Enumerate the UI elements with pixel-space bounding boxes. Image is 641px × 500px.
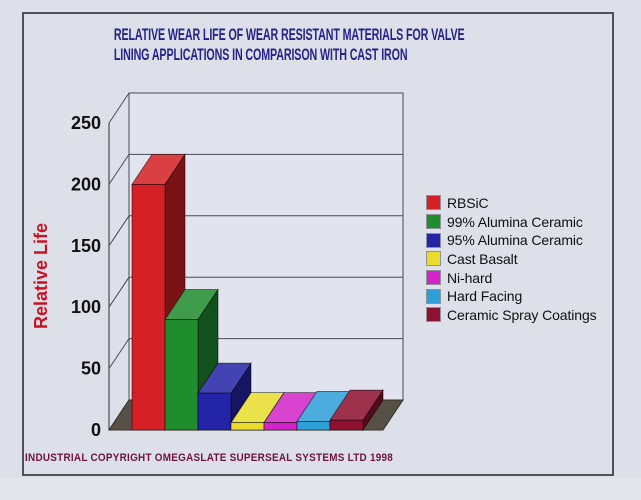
chart-title: RELATIVE WEAR LIFE OF WEAR RESISTANT MAT…	[113, 25, 465, 65]
y-tick-label-150: 150	[71, 236, 101, 256]
legend-item-99-alumina-ceramic: 99% Alumina Ceramic	[426, 213, 597, 230]
side-wall-tick-100	[108, 276, 130, 308]
legend-label: Ni-hard	[447, 269, 493, 286]
y-tick-label-100: 100	[71, 297, 101, 317]
legend-label: Cast Basalt	[447, 250, 518, 267]
legend-label: Hard Facing	[447, 288, 523, 305]
y-tick-label-50: 50	[81, 359, 101, 379]
bar-front-face	[131, 183, 166, 431]
legend-item-cast-basalt: Cast Basalt	[426, 250, 597, 267]
side-wall-tick-250	[108, 92, 130, 124]
legend-swatch	[426, 307, 441, 323]
legend-swatch	[426, 288, 441, 304]
legend-label: 99% Alumina Ceramic	[447, 213, 583, 230]
side-wall-tick-150	[108, 215, 130, 247]
y-tick-label-0: 0	[91, 420, 101, 440]
chart-title-line1: RELATIVE WEAR LIFE OF WEAR RESISTANT MAT…	[113, 25, 465, 44]
scan-page-margin	[0, 478, 641, 500]
legend-swatch	[426, 214, 441, 230]
legend-swatch	[426, 232, 441, 248]
side-wall-tick-200	[108, 154, 130, 185]
side-wall-tick-50	[108, 338, 130, 369]
legend-label: Ceramic Spray Coatings	[447, 306, 597, 323]
chart-title-line2: LINING APPLICATIONS IN COMPARISON WITH C…	[113, 45, 408, 64]
legend-item-95-alumina-ceramic: 95% Alumina Ceramic	[426, 232, 597, 249]
y-axis-title: Relative Life	[31, 223, 51, 329]
y-tick-label-200: 200	[71, 174, 101, 194]
legend-item-ni-hard: Ni-hard	[426, 269, 597, 286]
bar-ceramic-spray-coatings	[329, 388, 384, 432]
legend-swatch	[426, 251, 441, 267]
legend-swatch	[426, 270, 441, 286]
legend-label: RBSiC	[447, 194, 489, 211]
y-tick-label-250: 250	[71, 113, 101, 133]
copyright-text: INDUSTRIAL COPYRIGHT OMEGASLATE SUPERSEA…	[25, 452, 394, 464]
bar-front-face	[230, 422, 265, 431]
legend-item-hard-facing: Hard Facing	[426, 288, 597, 305]
bar-front-face	[329, 419, 364, 431]
legend-item-ceramic-spray-coatings: Ceramic Spray Coatings	[426, 306, 597, 323]
bar-front-face	[164, 319, 199, 431]
legend-item-rbsic: RBSiC	[426, 194, 597, 211]
legend-label: 95% Alumina Ceramic	[447, 232, 583, 249]
bar-front-face	[263, 422, 298, 431]
bar-95-alumina-ceramic	[197, 361, 252, 432]
bar-front-face	[296, 421, 331, 431]
legend-swatch	[426, 195, 441, 211]
chart-legend: RBSiC 99% Alumina Ceramic 95% Alumina Cera…	[426, 194, 597, 323]
bar-front-face	[197, 392, 232, 431]
